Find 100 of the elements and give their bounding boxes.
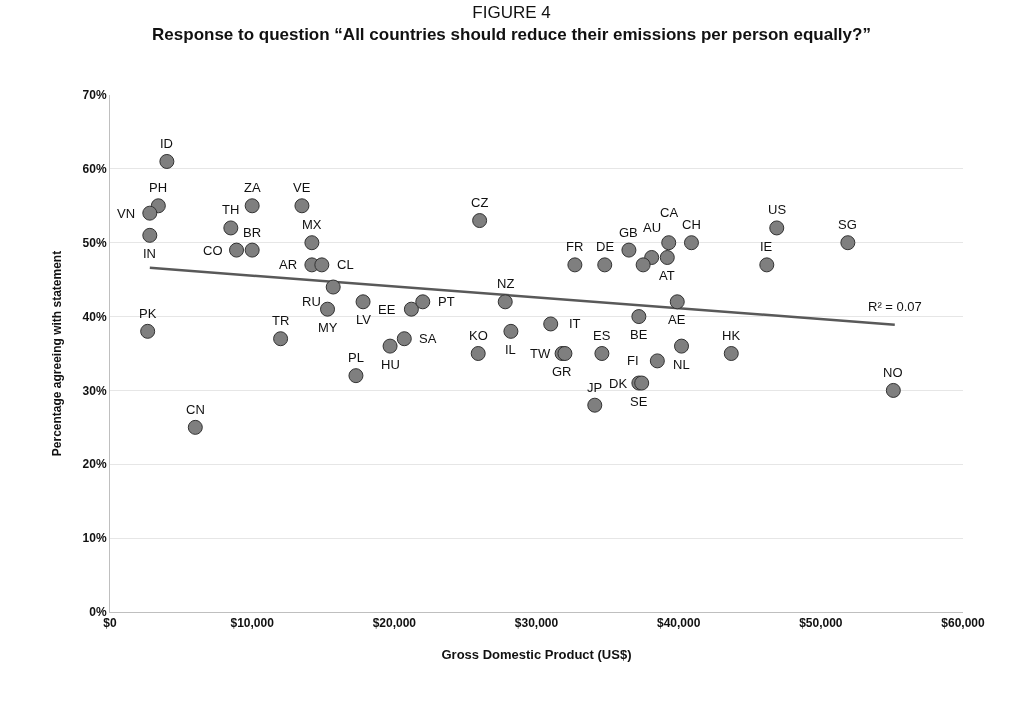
annotation: AR	[279, 257, 298, 272]
point	[661, 235, 677, 251]
point	[244, 242, 260, 258]
annotation: DE	[596, 239, 615, 254]
annotation: CL	[337, 257, 354, 272]
annotation: NZ	[497, 276, 515, 291]
annotation: BR	[243, 225, 262, 240]
point	[587, 397, 603, 413]
y-axis-title: Percentage agreeing with statement	[49, 250, 64, 457]
annotation: FR	[566, 239, 584, 254]
x-tick-label: $20,000	[372, 616, 417, 631]
point	[396, 331, 412, 347]
annotation: ZA	[244, 180, 261, 195]
point	[497, 294, 513, 310]
annotation: AU	[643, 220, 662, 235]
point	[304, 235, 320, 251]
point	[594, 346, 610, 361]
annotation: FI	[627, 353, 639, 368]
annotation: SA	[419, 331, 437, 346]
annotation: JP	[587, 380, 603, 395]
annotation: AT	[659, 268, 675, 283]
point	[382, 338, 398, 354]
x-tick-label: $50,000	[799, 616, 843, 631]
annotation: IL	[505, 342, 516, 357]
point	[543, 316, 559, 332]
y-tick-label: 60%	[82, 162, 107, 177]
annotation: MX	[302, 217, 322, 232]
annotation: IN	[143, 246, 156, 261]
annotation: SG	[838, 217, 857, 232]
annotation: ES	[593, 328, 611, 343]
point	[470, 346, 486, 361]
point	[140, 323, 156, 339]
y-tick-label: 40%	[82, 309, 107, 324]
point	[621, 242, 637, 258]
point	[229, 242, 245, 258]
annotation: ID	[160, 136, 173, 151]
annotation: GR	[552, 364, 572, 379]
point	[159, 153, 175, 169]
annotation: CH	[682, 217, 701, 232]
point	[503, 323, 519, 339]
point	[669, 294, 685, 310]
annotation: TH	[222, 202, 240, 217]
point	[325, 279, 341, 295]
annotation: US	[768, 202, 787, 217]
point	[314, 257, 330, 273]
annotation: PT	[438, 294, 455, 309]
annotation: PL	[348, 350, 364, 365]
point	[649, 353, 665, 369]
y-tick-label: 20%	[82, 457, 107, 472]
annotation: NL	[673, 357, 690, 372]
annotation: NO	[883, 365, 903, 380]
x-tick-label: $0	[103, 616, 117, 631]
point	[142, 205, 158, 221]
point	[674, 338, 690, 354]
point	[187, 419, 203, 435]
annotation: IT	[569, 316, 581, 331]
x-tick-label: $10,000	[230, 616, 275, 631]
annotation: EE	[378, 302, 396, 317]
point	[320, 301, 336, 317]
point	[567, 257, 583, 273]
annotation: TW	[530, 346, 551, 361]
annotation: R² = 0.07	[868, 299, 922, 314]
point	[759, 257, 775, 273]
y-tick-label: 10%	[82, 531, 107, 546]
y-tick-label: 30%	[82, 383, 107, 398]
annotation: TR	[272, 313, 290, 328]
point	[631, 309, 647, 325]
point	[294, 198, 310, 214]
annotation: PH	[149, 180, 168, 195]
point	[683, 235, 699, 251]
x-tick-label: $30,000	[514, 616, 559, 631]
point	[415, 294, 431, 310]
annotation: MY	[318, 320, 338, 335]
annotation: KO	[469, 328, 488, 343]
annotation: HU	[381, 357, 400, 372]
annotation: RU	[302, 294, 321, 309]
point	[142, 227, 158, 243]
point	[472, 213, 488, 229]
chart-title: FIGURE 4	[472, 2, 551, 22]
annotation: VE	[293, 180, 311, 195]
point	[244, 198, 260, 214]
point	[659, 249, 675, 265]
annotation: GB	[619, 225, 638, 240]
annotation: SE	[630, 394, 648, 409]
point	[635, 257, 651, 273]
annotation: HK	[722, 328, 741, 343]
annotation: CN	[186, 402, 205, 417]
chart-subtitle: Response to question “All countries should reduce their emissions per person equally?”	[152, 24, 871, 44]
point	[723, 346, 739, 361]
annotation: CZ	[471, 195, 489, 210]
annotation: LV	[356, 312, 372, 327]
annotation: CO	[203, 243, 223, 258]
point	[403, 301, 419, 317]
annotation: VN	[117, 206, 136, 221]
x-tick-label: $40,000	[656, 616, 701, 631]
annotation: CA	[660, 205, 679, 220]
x-axis-title: Gross Domestic Product (US$)	[441, 647, 632, 662]
point	[769, 220, 785, 236]
point	[355, 294, 371, 310]
annotation: DK	[609, 376, 628, 391]
